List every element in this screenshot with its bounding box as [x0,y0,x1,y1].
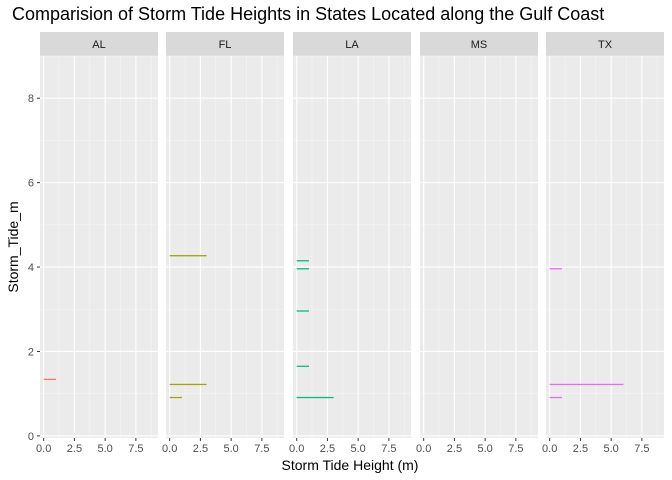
x-tick-label: 0.0 [289,443,304,455]
x-tick-label: 7.5 [254,443,269,455]
x-tick-label: 0.0 [36,443,51,455]
panel-background [293,56,411,438]
histogram-bar [296,396,334,399]
facet-strip-label: MS [471,39,488,51]
y-tick-label: 6 [28,178,34,190]
histogram-bar [549,268,562,270]
x-tick-label: 5.0 [223,443,238,455]
histogram-bar [296,268,309,270]
chart-title: Comparision of Storm Tide Heights in Sta… [12,4,605,24]
x-tick-label: 2.5 [67,443,82,455]
x-tick-label: 5.0 [350,443,365,455]
histogram-bar [549,396,562,399]
histogram-bar [43,378,56,381]
y-tick-label: 4 [28,262,34,274]
facet-strip-label: FL [219,39,232,51]
x-tick-label: 0.0 [416,443,431,455]
facet-strip [293,32,411,56]
histogram-bar [549,383,624,386]
panel-background [420,56,538,438]
x-tick-label: 2.5 [447,443,462,455]
x-tick-label: 7.5 [381,443,396,455]
x-tick-label: 5.0 [97,443,112,455]
facet-strip [546,32,664,56]
x-tick-label: 0.0 [162,443,177,455]
x-tick-label: 2.5 [193,443,208,455]
x-axis-title: Storm Tide Height (m) [282,457,419,473]
facet-strip [420,32,538,56]
x-tick-label: 0.0 [542,443,557,455]
facet-strip-label: AL [92,39,105,51]
facet-strip [40,32,158,56]
y-axis-title: Storm_Tide_m [5,201,21,292]
x-tick-label: 5.0 [477,443,492,455]
y-tick-label: 8 [28,93,34,105]
histogram-bar [169,396,182,399]
y-tick-label: 2 [28,346,34,358]
histogram-bar [169,255,207,257]
y-tick-label: 0 [28,431,34,443]
x-tick-label: 7.5 [634,443,649,455]
facet-strip-label: LA [345,39,359,51]
histogram-bar [296,365,309,367]
x-tick-label: 5.0 [603,443,618,455]
histogram-bar [169,383,207,386]
x-tick-label: 2.5 [573,443,588,455]
panel-background [40,56,158,438]
x-tick-label: 7.5 [508,443,523,455]
panel-background [166,56,284,438]
histogram-bar [296,260,309,262]
facet-strip [166,32,284,56]
x-tick-label: 2.5 [320,443,335,455]
panel-background [546,56,664,438]
x-tick-label: 7.5 [128,443,143,455]
facet-strip-label: TX [598,39,613,51]
histogram-bar [296,310,309,312]
